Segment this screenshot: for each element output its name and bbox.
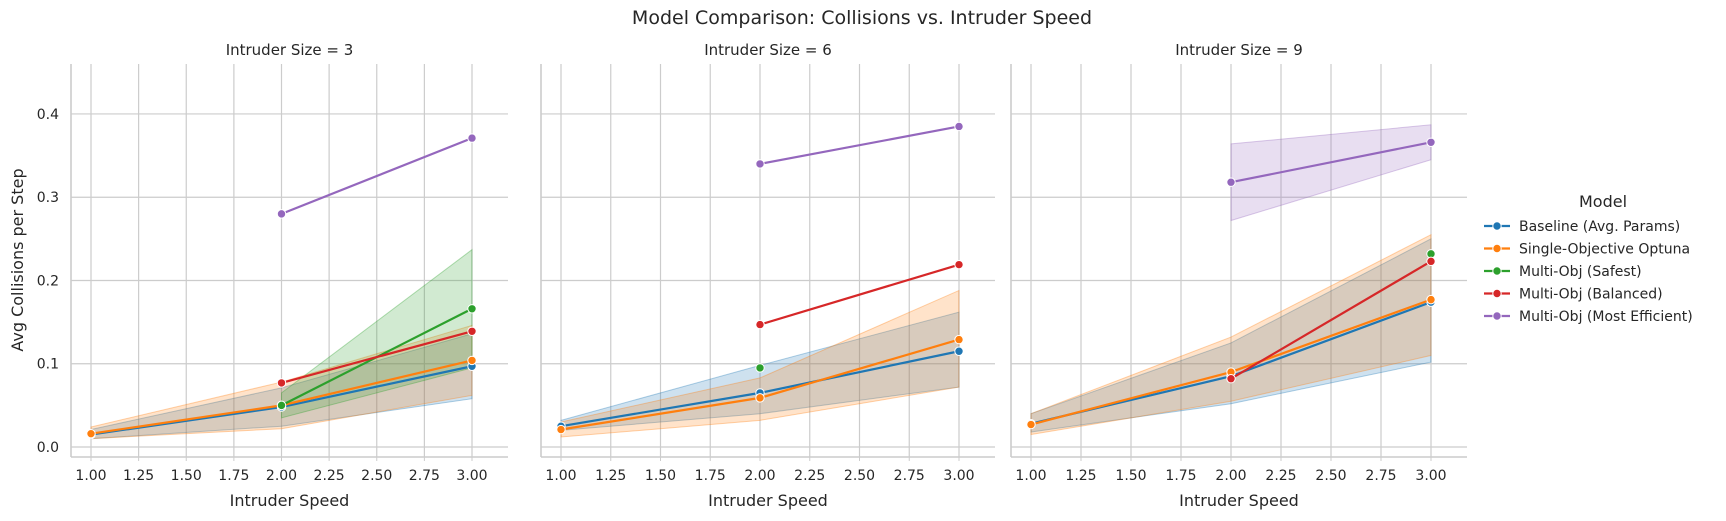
series-line-multi-obj-balanced	[1230, 260, 1432, 380]
series-line-multi-obj-most-efficient	[1230, 141, 1432, 184]
facet-panel-2: Intruder Size = 6 1.00 1.25 1.50 1.75 2.00 2.2…	[540, 41, 995, 510]
data-point-multi-obj-balanced	[954, 259, 964, 270]
data-point-multi-obj-balanced	[755, 319, 765, 330]
legend-entry-multi-obj-safest: Multi-Obj (Safest)	[1484, 264, 1642, 280]
data-point-multi-obj-most-efficient	[276, 209, 287, 219]
legend-label: Multi-Obj (Balanced)	[1519, 287, 1663, 303]
data-point-multi-obj-balanced	[467, 326, 477, 336]
x-tick-label: 3.00	[456, 468, 487, 484]
legend-marker	[1492, 221, 1502, 231]
x-tick-label: 1.75	[695, 468, 726, 484]
legend-marker	[1492, 311, 1502, 321]
x-tick-label: 2.25	[1265, 468, 1296, 484]
x-tick-label: 1.00	[75, 468, 106, 484]
y-axis-label: Avg Collisions per Step	[8, 168, 27, 351]
x-tick-label: 1.25	[595, 468, 626, 484]
x-tick-label: 1.75	[218, 468, 249, 484]
data-point-multi-obj-most-efficient	[467, 133, 477, 143]
data-point-single-objective-optuna	[954, 334, 964, 345]
facets-layer: Intruder Size = 3 1.00 1.25 1.50 1.75 2.00 2.2…	[37, 41, 1467, 510]
legend-title: Model	[1579, 192, 1627, 211]
y-tick-label: 0.0	[37, 440, 59, 456]
facet-title: Intruder Size = 9	[1175, 41, 1303, 59]
data-point-single-objective-optuna	[467, 355, 477, 366]
figure-suptitle: Model Comparison: Collisions vs. Intrude…	[632, 7, 1092, 29]
x-tick-label: 1.75	[1165, 468, 1196, 484]
x-axis-label: Intruder Speed	[230, 491, 350, 510]
ci-band-single-objective-optuna	[1030, 233, 1432, 436]
data-point-multi-obj-most-efficient	[755, 159, 765, 169]
data-point-multi-obj-balanced	[1426, 256, 1436, 267]
x-tick-label: 2.00	[744, 468, 775, 484]
x-tick-label: 1.25	[1065, 468, 1096, 484]
x-tick-label: 1.50	[1115, 468, 1146, 484]
legend-label: Baseline (Avg. Params)	[1519, 219, 1680, 235]
facet-panel-1: Intruder Size = 3 1.00 1.25 1.50 1.75 2.00 2.2…	[37, 41, 508, 510]
series-line-multi-obj-most-efficient	[759, 125, 960, 165]
x-tick-label: 1.00	[1015, 468, 1046, 484]
ci-band-single-objective-optuna	[560, 289, 960, 438]
legend-label: Single-Objective Optuna	[1519, 242, 1690, 258]
data-point-multi-obj-most-efficient	[954, 121, 964, 132]
data-point-single-objective-optuna	[556, 424, 566, 435]
x-axis-label: Intruder Speed	[708, 491, 828, 510]
x-tick-label: 3.00	[1415, 468, 1446, 484]
y-tick-label: 0.1	[37, 357, 59, 373]
legend-marker	[1492, 266, 1502, 276]
data-point-multi-obj-balanced	[276, 378, 287, 388]
ci-band-multi-obj-most-efficient	[1230, 124, 1432, 222]
data-point-multi-obj-balanced	[1226, 374, 1236, 384]
facet-panel-3: Intruder Size = 9 1.00 1.25 1.50 1.75 2.00 2.2…	[1010, 41, 1467, 510]
data-point-multi-obj-safest	[467, 304, 477, 314]
x-tick-label: 2.00	[1215, 468, 1246, 484]
x-tick-label: 2.75	[894, 468, 925, 484]
x-tick-label: 2.25	[314, 468, 345, 484]
series-line-multi-obj-balanced	[281, 330, 473, 384]
legend: Model Baseline (Avg. Params) Single-Objec…	[1484, 192, 1693, 325]
data-point-single-objective-optuna	[86, 428, 96, 439]
data-point-single-objective-optuna	[1026, 419, 1036, 430]
y-tick-label: 0.4	[37, 107, 59, 123]
y-tick-label: 0.3	[37, 190, 59, 206]
series-line-multi-obj-most-efficient	[281, 137, 473, 215]
data-point-multi-obj-safest	[755, 363, 765, 373]
x-axis-label: Intruder Speed	[1179, 491, 1299, 510]
x-tick-label: 2.50	[361, 468, 392, 484]
x-tick-label: 2.25	[794, 468, 825, 484]
data-point-baseline-avg-params	[954, 346, 964, 356]
y-tick-label: 0.2	[37, 273, 59, 289]
x-tick-label: 2.75	[409, 468, 440, 484]
data-point-single-objective-optuna	[755, 393, 765, 403]
legend-entry-multi-obj-balanced: Multi-Obj (Balanced)	[1484, 287, 1663, 303]
x-tick-label: 1.00	[545, 468, 576, 484]
x-tick-label: 1.25	[123, 468, 154, 484]
legend-entry-single-objective-optuna: Single-Objective Optuna	[1484, 242, 1690, 258]
x-tick-label: 1.50	[645, 468, 676, 484]
data-point-multi-obj-safest	[276, 400, 287, 411]
legend-label: Multi-Obj (Safest)	[1519, 264, 1642, 280]
legend-entry-baseline-avg-params: Baseline (Avg. Params)	[1484, 219, 1680, 235]
facet-title: Intruder Size = 3	[226, 41, 354, 59]
ci-band-baseline-avg-params	[1030, 238, 1432, 433]
x-tick-label: 1.50	[171, 468, 202, 484]
data-point-multi-obj-most-efficient	[1426, 137, 1436, 147]
x-tick-label: 2.75	[1365, 468, 1396, 484]
legend-entry-multi-obj-most-efficient: Multi-Obj (Most Efficient)	[1484, 309, 1693, 325]
legend-marker	[1492, 243, 1502, 254]
data-point-single-objective-optuna	[1426, 294, 1436, 305]
legend-label: Multi-Obj (Most Efficient)	[1519, 309, 1693, 325]
x-tick-label: 2.50	[1315, 468, 1346, 484]
x-tick-label: 2.50	[844, 468, 875, 484]
facet-title: Intruder Size = 6	[704, 41, 832, 59]
series-line-multi-obj-balanced	[759, 263, 960, 326]
x-tick-label: 2.00	[266, 468, 297, 484]
x-tick-label: 3.00	[943, 468, 974, 484]
legend-marker	[1492, 288, 1502, 299]
data-point-multi-obj-most-efficient	[1226, 177, 1236, 187]
